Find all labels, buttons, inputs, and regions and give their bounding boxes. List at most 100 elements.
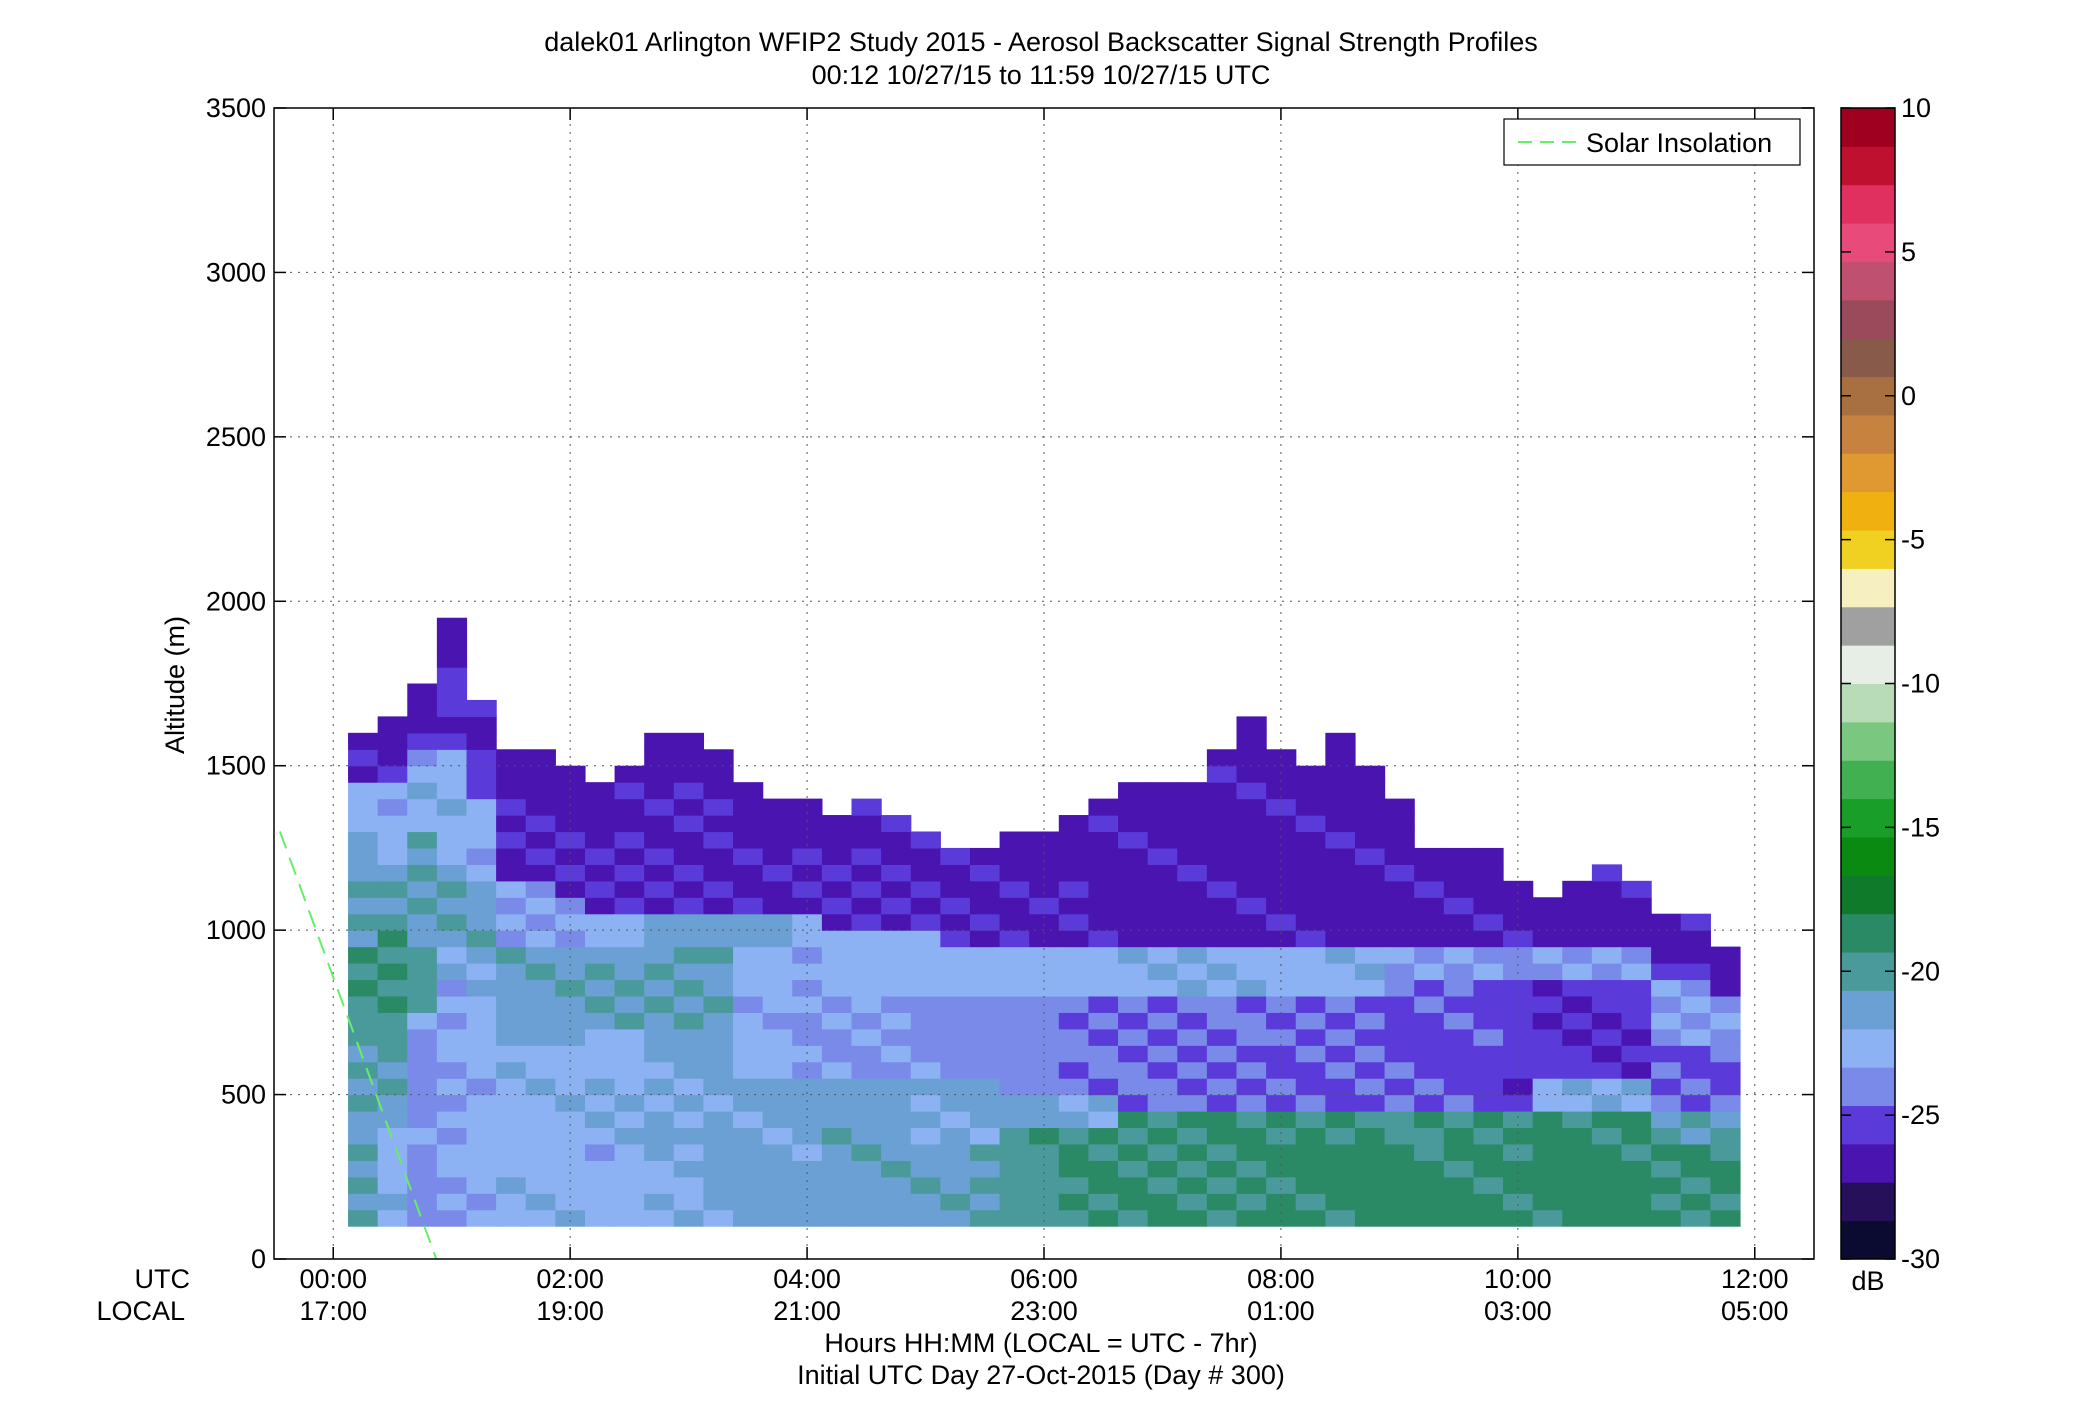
heatmap-cell xyxy=(762,979,793,997)
heatmap-cell xyxy=(348,847,379,865)
heatmap-cell xyxy=(496,765,527,783)
heatmap-cell xyxy=(1651,1045,1682,1063)
heatmap-cell xyxy=(1443,979,1475,997)
heatmap-cell xyxy=(614,815,645,833)
heatmap-cell xyxy=(762,963,793,981)
colorbar-tick-label: 0 xyxy=(1901,381,1916,411)
heatmap-cell xyxy=(1118,847,1149,865)
heatmap-cell xyxy=(436,913,468,931)
heatmap-cell xyxy=(1680,1193,1711,1211)
heatmap-cell xyxy=(1295,1143,1326,1161)
heatmap-cell xyxy=(1503,913,1534,931)
heatmap-cell xyxy=(407,897,438,915)
heatmap-cell xyxy=(851,930,882,948)
colorbar-segment xyxy=(1841,1220,1895,1260)
heatmap-cell xyxy=(1325,847,1356,865)
heatmap-cell xyxy=(1354,1176,1386,1194)
heatmap-cell xyxy=(1443,946,1475,964)
colorbar-segment xyxy=(1841,760,1895,800)
heatmap-cell xyxy=(348,1078,379,1096)
heatmap-cell xyxy=(821,1160,853,1178)
heatmap-cell xyxy=(1058,1012,1090,1030)
heatmap-cell xyxy=(1710,979,1741,997)
colorbar-segment xyxy=(1841,645,1895,684)
heatmap-cell xyxy=(762,1061,793,1079)
heatmap-cell xyxy=(673,815,705,833)
colorbar-segment xyxy=(1841,491,1895,531)
heatmap-cell xyxy=(821,1078,853,1096)
heatmap-cell xyxy=(407,831,438,849)
heatmap-cell xyxy=(1532,913,1563,931)
heatmap-cell xyxy=(496,1012,527,1030)
heatmap-cell xyxy=(348,1160,379,1178)
heatmap-cell xyxy=(733,864,764,882)
heatmap-cell xyxy=(407,1028,438,1046)
heatmap-cell xyxy=(673,1193,705,1211)
heatmap-cell xyxy=(792,963,823,981)
heatmap-cell xyxy=(1532,995,1563,1013)
heatmap-cell xyxy=(1532,1045,1563,1063)
y-tick-label: 2000 xyxy=(206,586,266,616)
heatmap-cell xyxy=(792,979,823,997)
heatmap-cell xyxy=(1354,765,1386,783)
heatmap-cell xyxy=(407,995,438,1013)
heatmap-cell xyxy=(1029,1061,1060,1079)
heatmap-cell xyxy=(703,995,734,1013)
heatmap-cell xyxy=(1414,1209,1445,1227)
heatmap-cell xyxy=(436,1111,468,1129)
heatmap-cell xyxy=(555,930,586,948)
heatmap-cell xyxy=(1029,880,1060,898)
heatmap-cell xyxy=(1295,1111,1326,1129)
heatmap-cell xyxy=(348,1061,379,1079)
heatmap-cell xyxy=(555,1209,586,1227)
heatmap-cell xyxy=(1088,1045,1119,1063)
heatmap-cell xyxy=(1118,815,1149,833)
heatmap-cell xyxy=(1384,963,1415,981)
heatmap-cell xyxy=(1088,913,1119,931)
heatmap-cell xyxy=(1680,1094,1711,1112)
heatmap-cell xyxy=(673,1061,705,1079)
heatmap-cell xyxy=(1029,847,1060,865)
heatmap-cell xyxy=(1591,1078,1623,1096)
heatmap-cell xyxy=(733,930,764,948)
heatmap-cell xyxy=(377,765,408,783)
heatmap-cell xyxy=(1621,1209,1652,1227)
heatmap-cell xyxy=(1295,963,1326,981)
heatmap-cell xyxy=(407,1094,438,1112)
heatmap-cell xyxy=(436,963,468,981)
heatmap-cell xyxy=(910,995,941,1013)
heatmap-cell xyxy=(555,1094,586,1112)
heatmap-cell xyxy=(436,667,468,685)
heatmap-cell xyxy=(1118,831,1149,849)
heatmap-cell xyxy=(1503,880,1534,898)
heatmap-cell xyxy=(733,995,764,1013)
heatmap-cell xyxy=(348,831,379,849)
heatmap-cell xyxy=(1236,963,1267,981)
heatmap-cell xyxy=(940,1143,971,1161)
heatmap-cell xyxy=(1384,880,1415,898)
heatmap-cell xyxy=(644,831,675,849)
heatmap-cell xyxy=(1236,1045,1267,1063)
heatmap-cell xyxy=(407,699,438,717)
heatmap-cell xyxy=(466,1012,497,1030)
heatmap-cell xyxy=(436,683,468,701)
y-tick-label: 3000 xyxy=(206,257,266,287)
x-tick-label-local: 19:00 xyxy=(536,1296,604,1326)
heatmap-cell xyxy=(1088,979,1119,997)
heatmap-cell xyxy=(1591,1045,1623,1063)
heatmap-cell xyxy=(496,1193,527,1211)
heatmap-cell xyxy=(1236,1193,1267,1211)
heatmap-cell xyxy=(1562,897,1593,915)
heatmap-cell xyxy=(1147,1209,1178,1227)
heatmap-cell xyxy=(881,864,912,882)
heatmap-cell xyxy=(1354,782,1386,800)
heatmap-cell xyxy=(1532,1160,1563,1178)
heatmap-cell xyxy=(733,1094,764,1112)
heatmap-cell xyxy=(525,946,556,964)
heatmap-cell xyxy=(1532,897,1563,915)
heatmap-cell xyxy=(1443,897,1475,915)
heatmap-cell xyxy=(1414,963,1445,981)
heatmap-cell xyxy=(466,864,497,882)
heatmap-cell xyxy=(436,798,468,816)
heatmap-cell xyxy=(644,880,675,898)
